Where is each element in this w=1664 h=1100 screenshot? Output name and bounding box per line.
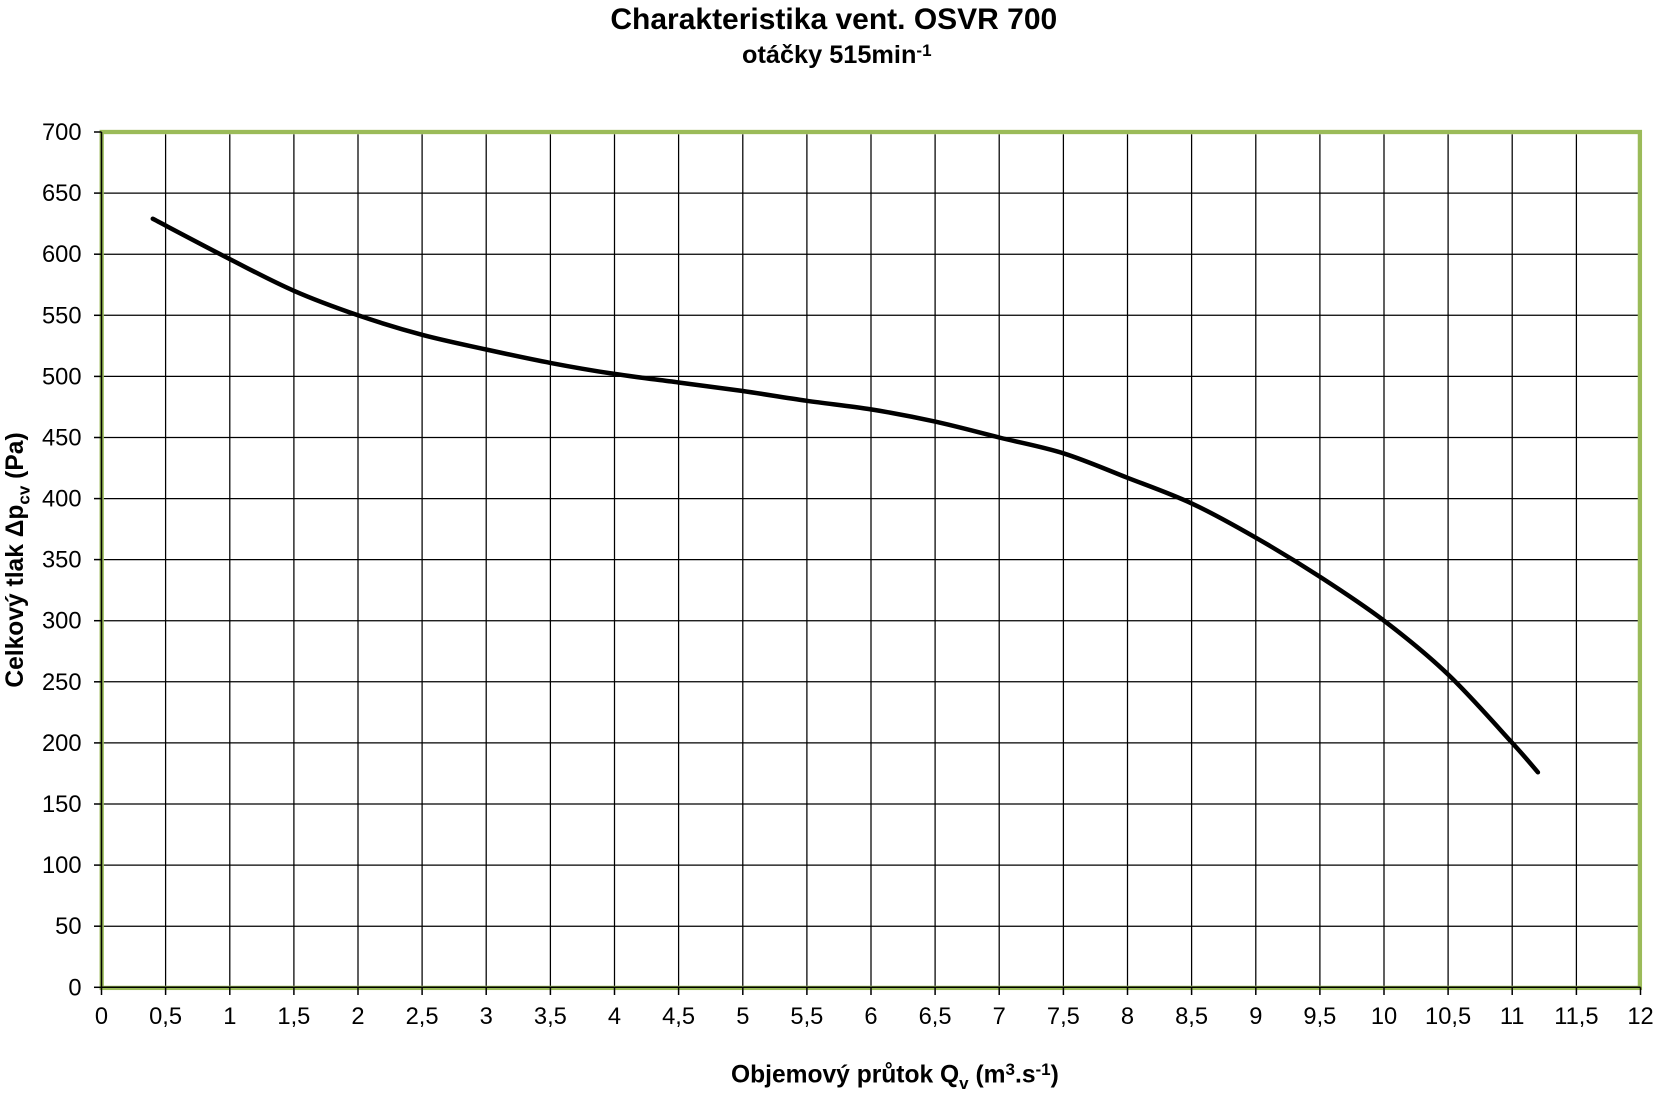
svg-text:1,5: 1,5 xyxy=(277,1004,310,1030)
svg-text:550: 550 xyxy=(42,303,82,329)
svg-text:2: 2 xyxy=(351,1004,364,1030)
svg-text:700: 700 xyxy=(42,120,82,146)
svg-text:4: 4 xyxy=(608,1004,621,1030)
svg-text:1: 1 xyxy=(223,1004,236,1030)
svg-text:7: 7 xyxy=(993,1004,1006,1030)
svg-text:3,5: 3,5 xyxy=(534,1004,567,1030)
svg-text:50: 50 xyxy=(55,914,81,940)
svg-text:450: 450 xyxy=(42,426,82,452)
svg-text:4,5: 4,5 xyxy=(662,1004,695,1030)
svg-text:5: 5 xyxy=(736,1004,749,1030)
svg-text:10: 10 xyxy=(1371,1004,1397,1030)
svg-text:otáčky 515min-1: otáčky 515min-1 xyxy=(742,41,932,69)
svg-text:100: 100 xyxy=(42,853,82,879)
svg-text:11: 11 xyxy=(1500,1004,1525,1030)
svg-text:350: 350 xyxy=(42,548,82,574)
svg-text:7,5: 7,5 xyxy=(1047,1004,1080,1030)
svg-text:0: 0 xyxy=(68,975,81,1001)
svg-text:150: 150 xyxy=(42,792,82,818)
svg-text:6,5: 6,5 xyxy=(919,1004,952,1030)
svg-text:Celkový tlak Δpcv (Pa): Celkový tlak Δpcv (Pa) xyxy=(2,432,34,687)
svg-text:8: 8 xyxy=(1121,1004,1134,1030)
svg-text:400: 400 xyxy=(42,487,82,513)
svg-text:9: 9 xyxy=(1249,1004,1262,1030)
svg-text:8,5: 8,5 xyxy=(1175,1004,1208,1030)
svg-text:10,5: 10,5 xyxy=(1425,1004,1471,1030)
svg-text:3: 3 xyxy=(480,1004,493,1030)
svg-text:600: 600 xyxy=(42,242,82,268)
svg-text:650: 650 xyxy=(42,181,82,207)
svg-text:12: 12 xyxy=(1627,1004,1653,1030)
svg-text:Charakteristika vent. OSVR 700: Charakteristika vent. OSVR 700 xyxy=(610,3,1057,36)
svg-text:6: 6 xyxy=(864,1004,877,1030)
svg-text:9,5: 9,5 xyxy=(1303,1004,1336,1030)
svg-text:200: 200 xyxy=(42,731,82,757)
svg-text:Objemový průtok Qv (m3.s-1): Objemový průtok Qv (m3.s-1) xyxy=(731,1060,1059,1093)
svg-text:11,5: 11,5 xyxy=(1554,1004,1598,1030)
svg-text:2,5: 2,5 xyxy=(406,1004,439,1030)
svg-text:0,5: 0,5 xyxy=(149,1004,182,1030)
svg-text:500: 500 xyxy=(42,364,82,390)
svg-text:300: 300 xyxy=(42,609,82,635)
svg-text:250: 250 xyxy=(42,670,82,696)
svg-text:0: 0 xyxy=(95,1004,108,1030)
svg-text:5,5: 5,5 xyxy=(790,1004,823,1030)
